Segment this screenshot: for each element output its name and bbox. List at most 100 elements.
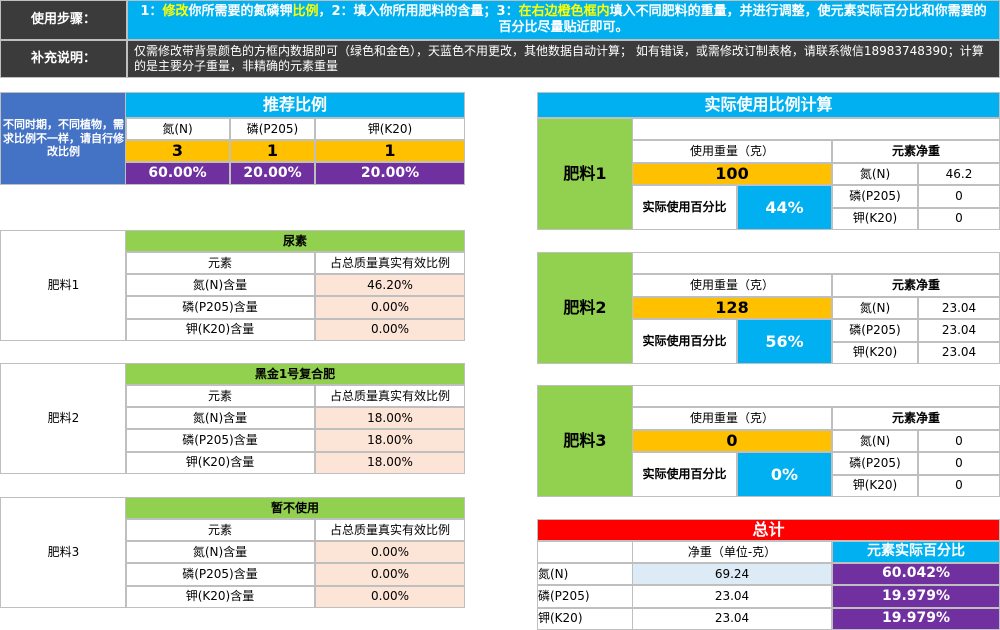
total-net: 69.24 [632,563,832,586]
total-percent: 60.042% [832,563,1000,586]
fertilizer-label: 肥料3 [0,497,127,608]
percent-label: 实际使用百分比 [632,319,737,364]
side-note: 不同时期，不同植物，需求比例不一样，请自行修改比例 [0,92,127,185]
element-net: 0 [918,474,1000,497]
net-header: 元素净重 [832,140,1000,163]
content-input: 0.00% [315,585,465,608]
total-percent: 19.979% [832,585,1000,608]
blank-cell [632,385,1000,407]
instruction-segment: ，2：填入你所用肥料的含量；3： [318,3,519,19]
instruction-segment: 1： [140,3,163,19]
usage-percent: 0% [737,452,832,497]
element-name: 磷(P205) [832,452,918,475]
weight-input: 128 [632,297,832,319]
blank-cell [537,541,633,563]
instruction-segment: 填入不同肥料的重量，并进行调整，使元素实际百分比和你需要的百分比尽量贴近即可。 [498,3,987,35]
element-net: 0 [918,430,1000,453]
usage-percent: 56% [737,319,832,364]
element-name: 氮(N)含量 [125,407,315,430]
usage-percent: 44% [737,185,832,230]
element-name: 钾(K20)含量 [125,451,315,474]
element-net: 46.2 [918,163,1000,186]
percent-label: 实际使用百分比 [632,452,737,497]
element-name: 氮(N)含量 [125,541,315,564]
instructions-label: 使用步骤： [0,0,127,40]
instructions-text: 1：修改你所需要的氮磷钾比例，2：填入你所用肥料的含量；3：在右边橙色框内填入不… [134,4,993,37]
fertilizer-label: 肥料1 [537,118,633,230]
notes-text: 仅需修改带背景颜色的方框内数据即可（绿色和金色），天蓝色不用更改，其他数据自动计… [127,40,1000,78]
ratio-percent: 60.00% [125,162,230,185]
column-header: 占总质量真实有效比例 [315,252,465,274]
content-input: 46.20% [315,274,465,297]
element-name: 钾(K20) [537,607,633,630]
content-input: 18.00% [315,429,465,452]
instruction-segment: 修改 [162,3,189,19]
element-name: 钾(K20) [832,474,918,497]
percent-header: 元素实际百分比 [832,541,1000,563]
notes-label: 补充说明： [0,40,127,78]
content-input: 0.00% [315,563,465,586]
percent-label: 实际使用百分比 [632,185,737,230]
element-net: 0 [918,452,1000,475]
element-net: 23.04 [918,341,1000,364]
element-header: 磷(P205) [230,118,315,140]
element-name: 磷(P205) [537,585,633,608]
fertilizer-label: 肥料1 [0,230,127,341]
element-name: 钾(K20) [832,207,918,230]
content-input: 0.00% [315,541,465,564]
element-net: 0 [918,207,1000,230]
usage-title: 实际使用比例计算 [537,92,1000,118]
blank-cell [632,118,1000,140]
blank-cell [632,252,1000,274]
instruction-segment: 你所需要的氮磷钾 [188,3,293,19]
weight-header: 使用重量（克） [632,274,832,297]
ratio-input: 3 [125,140,230,162]
element-name: 钾(K20) [832,341,918,364]
total-percent: 19.979% [832,607,1000,630]
weight-input: 100 [632,163,832,185]
element-header: 钾(K20) [315,118,465,140]
weight-header: 使用重量（克） [632,407,832,430]
element-name: 磷(P205) [832,319,918,342]
element-name: 氮(N) [537,563,633,586]
element-net: 23.04 [918,319,1000,342]
total-title: 总计 [537,519,1000,541]
element-name: 磷(P205) [832,185,918,208]
column-header: 元素 [125,252,315,274]
content-input: 0.00% [315,296,465,319]
fertilizer-label: 肥料2 [0,363,127,474]
fertilizer-label: 肥料2 [537,252,633,364]
net-header: 净重（单位-克） [632,541,832,563]
content-input: 18.00% [315,407,465,430]
instructions: 1：修改你所需要的氮磷钾比例，2：填入你所用肥料的含量；3：在右边橙色框内填入不… [127,0,1000,40]
element-name: 氮(N) [832,163,918,186]
weight-header: 使用重量（克） [632,140,832,163]
element-name: 磷(P205)含量 [125,429,315,452]
element-name: 氮(N)含量 [125,274,315,297]
total-net: 23.04 [632,585,832,608]
element-name: 氮(N) [832,297,918,320]
content-input: 18.00% [315,451,465,474]
instruction-segment: 在右边橙色框内 [518,3,610,19]
net-header: 元素净重 [832,407,1000,430]
column-header: 元素 [125,385,315,407]
column-header: 占总质量真实有效比例 [315,385,465,407]
element-name: 钾(K20)含量 [125,585,315,608]
total-net: 23.04 [632,607,832,630]
ratio-percent: 20.00% [230,162,315,185]
ratio-input: 1 [315,140,465,162]
instruction-segment: 比例 [292,3,319,19]
element-name: 磷(P205)含量 [125,563,315,586]
recommended-title: 推荐比例 [125,92,465,118]
element-net: 23.04 [918,297,1000,320]
element-name: 钾(K20)含量 [125,318,315,341]
element-name: 氮(N) [832,430,918,453]
element-net: 0 [918,185,1000,208]
net-header: 元素净重 [832,274,1000,297]
column-header: 元素 [125,519,315,541]
fertilizer-name: 尿素 [125,230,465,252]
fertilizer-name: 暂不使用 [125,497,465,519]
fertilizer-name: 黑金1号复合肥 [125,363,465,385]
element-name: 磷(P205)含量 [125,296,315,319]
